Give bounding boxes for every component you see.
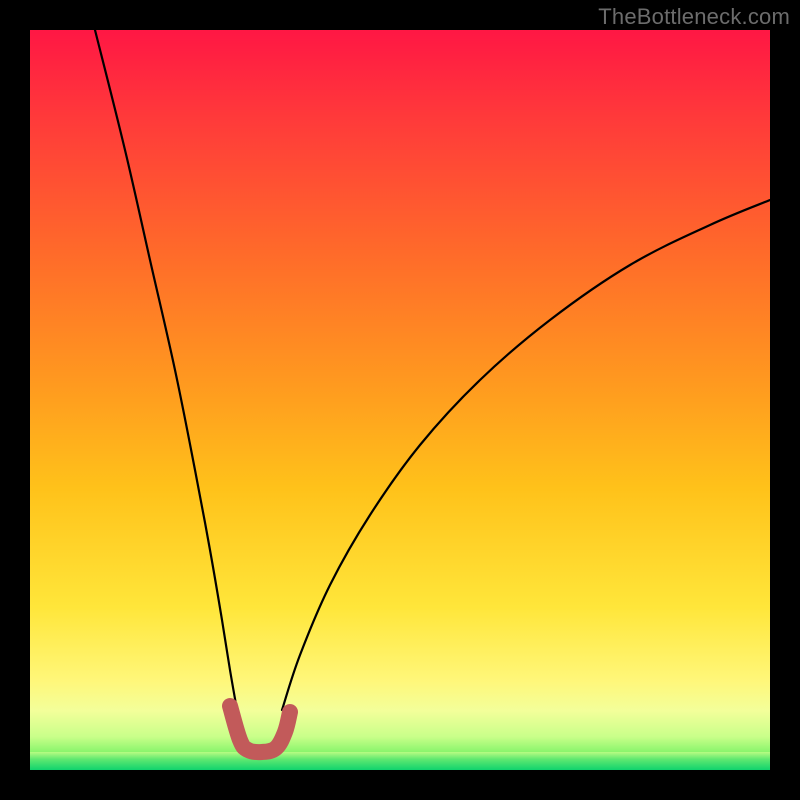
curve-right-branch — [282, 200, 770, 710]
watermark-text: TheBottleneck.com — [598, 4, 790, 30]
valley-marker — [230, 706, 290, 752]
curve-layer — [30, 30, 770, 770]
plot-area — [30, 30, 770, 770]
curve-left-branch — [95, 30, 237, 710]
outer-frame: TheBottleneck.com — [0, 0, 800, 800]
